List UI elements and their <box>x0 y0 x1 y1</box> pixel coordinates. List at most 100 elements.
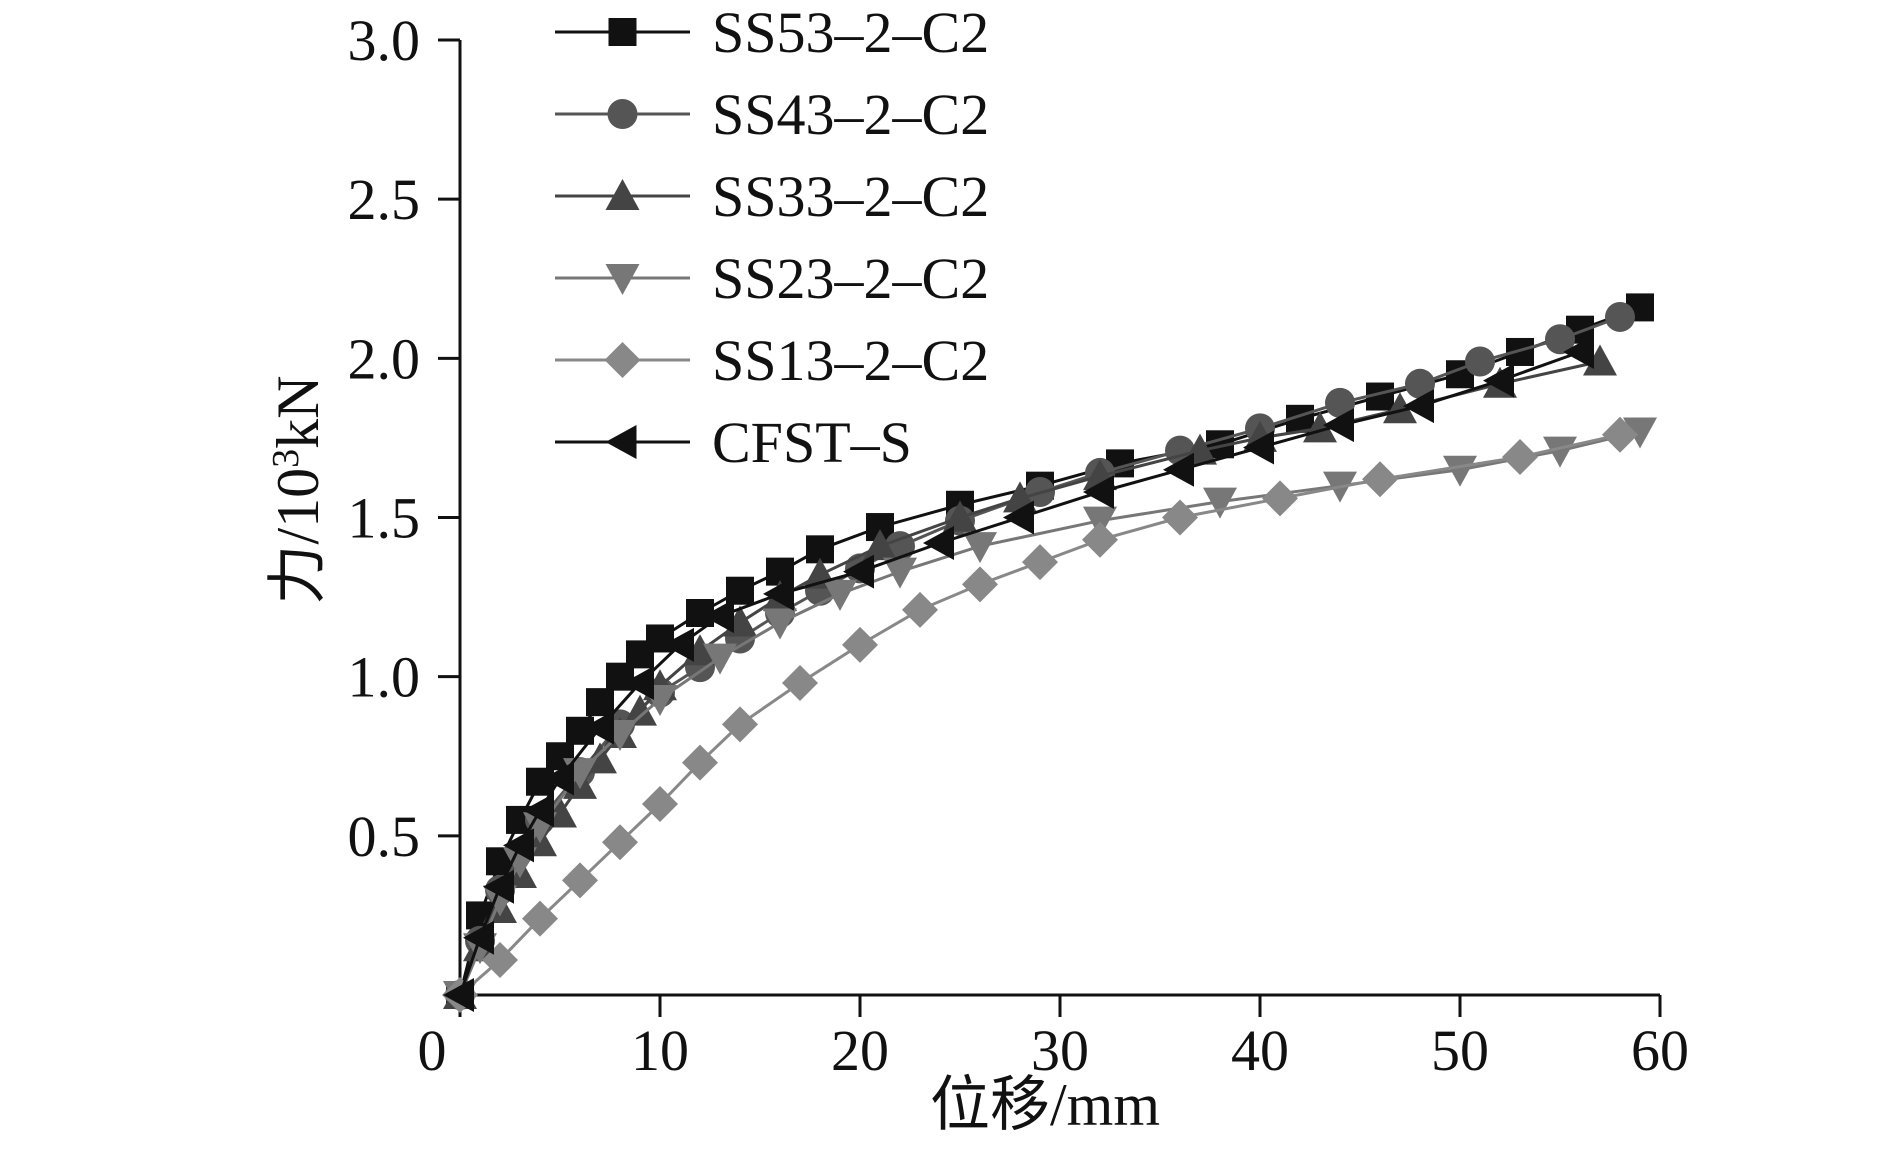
y-tick-label: 3.0 <box>348 8 421 73</box>
legend-label: SS43–2–C2 <box>712 82 989 147</box>
data-point <box>763 608 797 640</box>
legend-label: CFST–S <box>712 410 912 475</box>
data-point <box>703 599 734 634</box>
data-point <box>823 579 857 611</box>
data-point <box>842 626 878 663</box>
data-point <box>883 557 917 589</box>
data-point <box>602 824 638 861</box>
data-point <box>1022 544 1058 581</box>
data-point <box>1443 455 1477 487</box>
data-point <box>1323 408 1354 443</box>
axes: 0.5 1.0 1.5 2.0 2.5 3.0 0 10 20 30 40 50 60 <box>348 8 1690 1083</box>
data-point <box>1403 389 1434 424</box>
data-point <box>1203 487 1237 519</box>
data-point <box>1563 334 1594 369</box>
legend-marker <box>608 18 637 46</box>
data-point <box>443 978 474 1012</box>
data-point <box>1383 392 1417 424</box>
x-tick-label: 50 <box>1431 1018 1489 1083</box>
legend-marker <box>605 264 640 295</box>
data-point <box>962 566 998 603</box>
data-point <box>703 643 737 675</box>
data-point <box>1483 363 1514 398</box>
data-point <box>1545 324 1575 355</box>
data-point <box>586 688 614 717</box>
x-tick-label: 40 <box>1231 1018 1289 1083</box>
data-point <box>483 869 514 904</box>
data-point <box>1502 439 1538 476</box>
legend-item: CFST–S <box>555 410 912 475</box>
data-point <box>1605 301 1635 332</box>
data-point <box>1163 452 1194 487</box>
x-tick-label: 10 <box>631 1018 689 1083</box>
legend-label: SS23–2–C2 <box>712 246 989 311</box>
legend-item: SS43–2–C2 <box>555 82 989 147</box>
series-layer <box>442 293 1657 1013</box>
x-tick-label: 0 <box>418 1018 447 1083</box>
y-tick-label: 2.0 <box>348 326 421 391</box>
data-point <box>1362 461 1398 498</box>
data-point <box>583 710 614 745</box>
x-tick-label: 20 <box>831 1018 889 1083</box>
y-axis-title-main: 力/10 <box>265 468 331 605</box>
data-point <box>562 862 598 899</box>
data-point <box>503 828 534 863</box>
series-5 <box>442 416 1638 1013</box>
data-point <box>843 554 874 589</box>
data-point <box>1262 480 1298 517</box>
data-point <box>1465 346 1495 377</box>
legend-item: SS33–2–C2 <box>555 164 989 229</box>
data-point <box>943 500 977 532</box>
y-tick-label: 1.0 <box>348 645 421 710</box>
legend-label: SS33–2–C2 <box>712 164 989 229</box>
legend: SS53–2–C2 SS43–2–C2 SS33–2–C2 SS23–2–C2 SS13… <box>555 0 989 475</box>
data-point <box>863 529 897 561</box>
data-point <box>1583 344 1617 376</box>
data-point <box>623 694 657 726</box>
x-axis-title: 位移/mm <box>930 1072 1160 1138</box>
legend-item: SS13–2–C2 <box>555 328 989 393</box>
data-point <box>1405 368 1435 399</box>
y-axis-title-tail: kN <box>265 375 331 448</box>
data-point <box>682 744 718 781</box>
data-point <box>522 900 558 937</box>
data-point <box>1543 436 1577 468</box>
legend-marker <box>605 425 637 459</box>
y-tick-label: 0.5 <box>348 804 421 869</box>
data-point <box>726 576 754 605</box>
data-point <box>523 793 554 828</box>
data-point <box>1623 417 1657 449</box>
legend-marker <box>607 99 638 129</box>
data-point <box>722 706 758 743</box>
x-tick-label: 60 <box>1631 1018 1689 1083</box>
data-point <box>963 532 997 564</box>
data-point <box>623 666 654 701</box>
data-point <box>923 525 954 560</box>
data-point <box>902 591 938 628</box>
data-point <box>1083 475 1114 510</box>
y-tick-label: 2.5 <box>348 167 421 232</box>
legend-label: SS13–2–C2 <box>712 328 989 393</box>
data-point <box>463 920 494 955</box>
legend-item: SS23–2–C2 <box>555 246 989 311</box>
series-2 <box>445 301 1635 1010</box>
data-point <box>763 576 794 611</box>
data-point <box>1325 387 1355 418</box>
data-point <box>1082 521 1118 558</box>
data-point <box>1162 499 1198 536</box>
legend-item: SS53–2–C2 <box>555 0 989 65</box>
y-tick-label: 1.5 <box>348 486 421 551</box>
data-point <box>1602 416 1638 453</box>
y-axis-title: 力/103kN <box>265 375 331 604</box>
data-point <box>782 665 818 702</box>
data-point <box>642 786 678 822</box>
legend-label: SS53–2–C2 <box>712 0 989 65</box>
legend-marker <box>604 342 641 378</box>
series-1 <box>446 293 1654 1009</box>
x-tick-label: 30 <box>1031 1018 1089 1083</box>
data-point <box>1003 500 1034 535</box>
y-axis-title-sup: 3 <box>265 449 307 468</box>
data-point <box>543 761 574 796</box>
